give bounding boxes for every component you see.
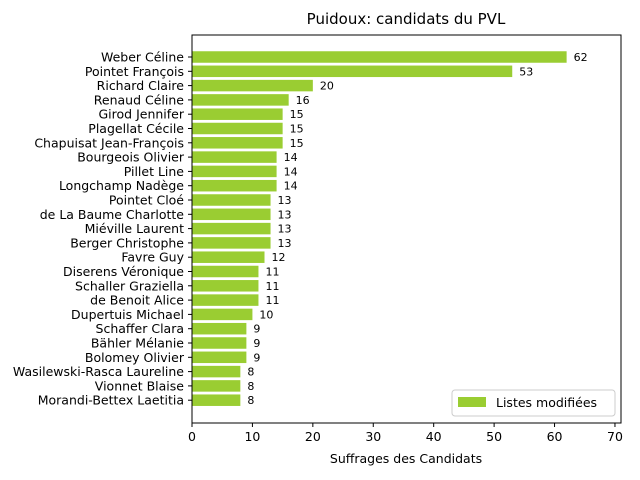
bar [192, 122, 283, 135]
data-label: 13 [278, 237, 292, 250]
data-label: 13 [278, 194, 292, 207]
y-tick-label: Berger Christophe [70, 235, 184, 250]
bar [192, 79, 313, 92]
bar [192, 208, 271, 221]
data-label: 11 [265, 266, 279, 279]
bar [192, 251, 265, 263]
x-tick-label: 40 [426, 429, 442, 444]
x-tick-label: 50 [486, 429, 502, 444]
y-tick-label: Renaud Céline [94, 92, 185, 107]
bar [192, 179, 277, 192]
data-label: 14 [284, 151, 298, 164]
bar [192, 294, 259, 306]
bar [192, 108, 283, 120]
data-label: 15 [290, 108, 304, 121]
y-tick-label: Schaller Graziella [75, 278, 184, 293]
bar [192, 165, 277, 178]
x-tick-label: 60 [547, 429, 563, 444]
data-label: 53 [519, 65, 533, 78]
bar [192, 337, 247, 349]
bar [192, 151, 277, 163]
legend: Listes modifiées [451, 389, 616, 417]
data-label: 62 [574, 51, 588, 64]
bars-layer: 6253201615151514141413131313121111111099… [192, 51, 588, 407]
bar [192, 65, 513, 78]
y-tick-label: Pointet François [85, 64, 184, 79]
bar [192, 137, 283, 149]
x-axis-label: Suffrages des Candidats [330, 451, 482, 466]
bar [192, 308, 253, 321]
y-tick-label: Morandi-Bettex Laetitia [38, 393, 184, 408]
x-tick-label: 70 [607, 429, 623, 444]
x-tick-label: 0 [188, 429, 196, 444]
data-label: 13 [278, 208, 292, 221]
data-label: 15 [290, 123, 304, 136]
bar [192, 394, 241, 406]
data-label: 8 [247, 380, 254, 393]
data-label: 11 [265, 294, 279, 307]
y-tick-label: Miéville Laurent [85, 221, 184, 236]
bar [192, 265, 259, 278]
data-label: 8 [247, 366, 254, 379]
y-tick-label: Plagellat Cécile [88, 121, 184, 136]
y-tick-label: Girod Jennifer [98, 107, 184, 122]
data-label: 8 [247, 394, 254, 407]
data-label: 16 [296, 94, 310, 107]
y-tick-label: Richard Claire [97, 78, 185, 93]
y-tick-label: Bolomey Olivier [85, 350, 185, 365]
y-tick-label: Dupertuis Michael [71, 307, 184, 322]
data-label: 13 [278, 223, 292, 236]
y-tick-label: Vionnet Blaise [95, 378, 185, 393]
y-tick-label: Chapuisat Jean-François [34, 135, 184, 150]
bar [192, 222, 271, 235]
bar [192, 51, 567, 63]
y-tick-label: Pointet Cloé [109, 193, 184, 208]
x-tick-label: 20 [305, 429, 321, 444]
data-label: 14 [284, 180, 298, 193]
data-label: 20 [320, 80, 334, 93]
y-tick-label: Wasilewski-Rasca Laureline [13, 364, 184, 379]
y-tick-label: Favre Guy [121, 250, 184, 265]
data-label: 9 [253, 351, 260, 364]
y-tick-label: Pillet Line [124, 164, 185, 179]
data-label: 14 [284, 165, 298, 178]
bar [192, 94, 289, 106]
bar [192, 280, 259, 292]
legend-label: Listes modifiées [496, 395, 597, 410]
data-label: 9 [253, 337, 260, 350]
data-label: 10 [259, 308, 273, 321]
data-label: 15 [290, 137, 304, 150]
bar [192, 365, 241, 378]
y-tick-label: de Benoit Alice [90, 293, 184, 308]
bar [192, 194, 271, 206]
bar [192, 380, 241, 392]
data-label: 12 [272, 251, 286, 264]
legend-swatch [458, 397, 486, 407]
legend-box [451, 389, 616, 417]
plot-frame [191, 34, 622, 424]
data-label: 11 [265, 280, 279, 293]
y-tick-label: Weber Céline [101, 50, 184, 65]
x-tick-label: 10 [244, 429, 260, 444]
y-tick-label: Bähler Mélanie [91, 336, 184, 351]
data-label: 9 [253, 323, 260, 336]
y-tick-label: de La Baume Charlotte [40, 207, 185, 222]
bar [192, 322, 247, 335]
bar [192, 237, 271, 249]
y-tick-label: Longchamp Nadège [59, 178, 184, 193]
x-tick-label: 30 [365, 429, 381, 444]
bar [192, 351, 247, 364]
x-axis-ticks: 0 10 20 30 40 50 60 70 [188, 423, 623, 444]
y-tick-label: Schaffer Clara [96, 321, 184, 336]
y-tick-label: Diserens Véronique [63, 264, 184, 279]
y-tick-label: Bourgeois Olivier [77, 150, 185, 165]
chart-title: Puidoux: candidats du PVL [307, 10, 506, 28]
